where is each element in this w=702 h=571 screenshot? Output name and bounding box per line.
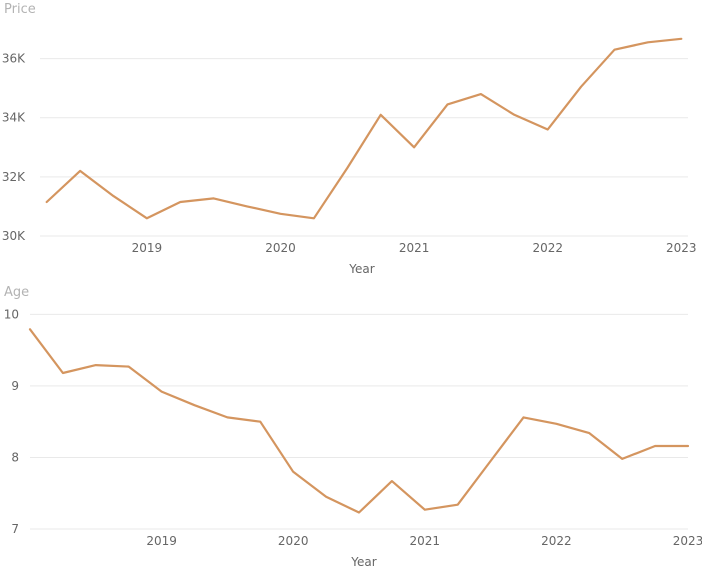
- price-x-tick-label: 2021: [399, 241, 430, 255]
- price-x-axis-title: Year: [348, 262, 374, 276]
- price-y-tick-label: 30K: [2, 229, 26, 243]
- price-x-tick-label: 2019: [132, 241, 163, 255]
- age-series-line: [28, 328, 690, 514]
- price-axis-title: Price: [4, 2, 36, 17]
- age-y-tick-label: 9: [11, 379, 19, 393]
- age-x-axis-title: Year: [350, 555, 376, 569]
- age-x-tick-label: 2023: [673, 534, 702, 548]
- age-x-ticks: 2019 2020 2021 2022 2023: [146, 534, 702, 548]
- age-y-tick-label: 8: [11, 450, 19, 464]
- age-chart: Age 7 8 9 10 2019 2020 2021 2022 2023 Year: [4, 285, 702, 569]
- price-x-tick-label: 2023: [666, 241, 697, 255]
- age-gridlines: [30, 313, 688, 530]
- age-axis-title: Age: [4, 285, 29, 300]
- price-x-tick-label: 2020: [265, 241, 296, 255]
- age-x-tick-label: 2019: [146, 534, 177, 548]
- price-y-tick-label: 36K: [2, 52, 26, 66]
- price-x-ticks: 2019 2020 2021 2022 2023: [132, 241, 697, 255]
- age-x-tick-label: 2022: [541, 534, 572, 548]
- price-y-tick-label: 34K: [2, 111, 26, 125]
- price-y-tick-label: 32K: [2, 170, 26, 184]
- price-x-tick-label: 2022: [532, 241, 563, 255]
- price-gridlines: [40, 58, 688, 237]
- age-x-tick-label: 2020: [278, 534, 309, 548]
- age-y-ticks: 7 8 9 10: [4, 307, 19, 536]
- age-y-tick-label: 10: [4, 307, 19, 321]
- age-x-tick-label: 2021: [410, 534, 441, 548]
- age-y-tick-label: 7: [11, 522, 19, 536]
- price-y-ticks: 30K 32K 34K 36K: [2, 52, 26, 243]
- price-series-line: [45, 37, 683, 220]
